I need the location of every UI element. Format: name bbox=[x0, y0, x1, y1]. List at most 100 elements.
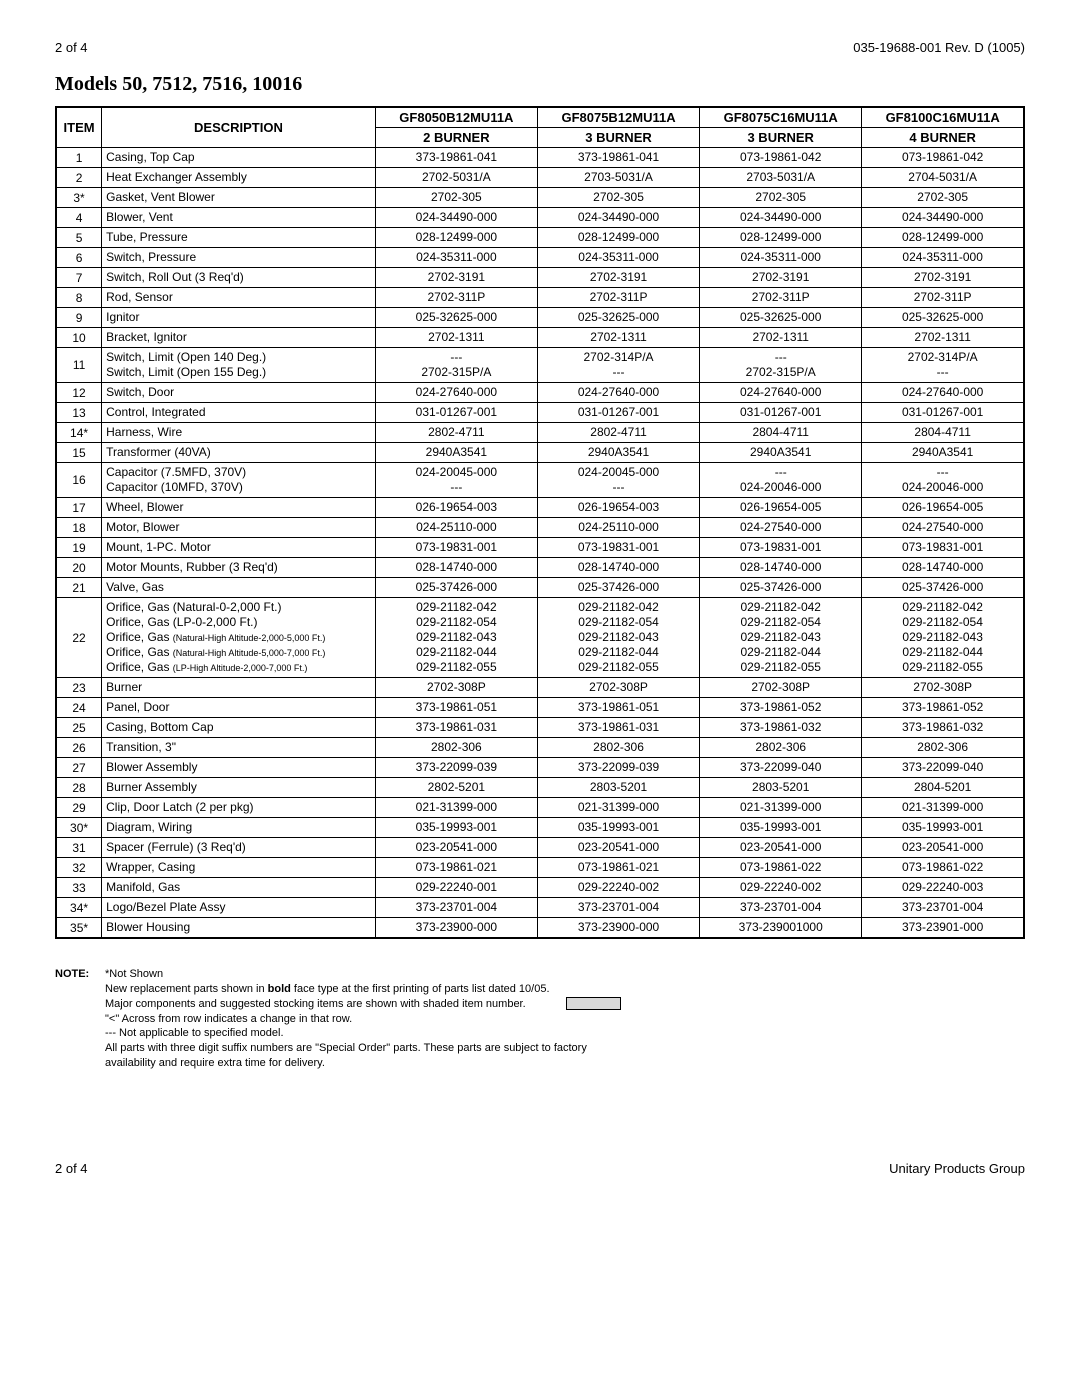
cell-partnumber: 031-01267-001 bbox=[375, 403, 537, 423]
cell-partnumber: 029-21182-042029-21182-054029-21182-0430… bbox=[700, 598, 862, 678]
cell-partnumber: 028-12499-000 bbox=[700, 228, 862, 248]
table-row: 21Valve, Gas025-37426-000025-37426-00002… bbox=[56, 578, 1024, 598]
cell-partnumber: 2702-311P bbox=[700, 288, 862, 308]
table-row: 18Motor, Blower024-25110-000024-25110-00… bbox=[56, 518, 1024, 538]
cell-partnumber: 029-22240-002 bbox=[537, 878, 699, 898]
cell-description: Harness, Wire bbox=[102, 423, 376, 443]
cell-item: 25 bbox=[56, 718, 102, 738]
cell-item: 11 bbox=[56, 348, 102, 383]
cell-item: 33 bbox=[56, 878, 102, 898]
cell-partnumber: 028-14740-000 bbox=[375, 558, 537, 578]
cell-partnumber: 2702-305 bbox=[537, 188, 699, 208]
cell-partnumber: 073-19861-042 bbox=[862, 148, 1024, 168]
note-line: --- Not applicable to specified model. bbox=[105, 1026, 1025, 1041]
cell-description: Panel, Door bbox=[102, 698, 376, 718]
table-row: 7Switch, Roll Out (3 Req'd)2702-31912702… bbox=[56, 268, 1024, 288]
cell-description: Wrapper, Casing bbox=[102, 858, 376, 878]
cell-partnumber: 024-27640-000 bbox=[700, 383, 862, 403]
cell-partnumber: 029-21182-042029-21182-054029-21182-0430… bbox=[862, 598, 1024, 678]
cell-partnumber: 373-19861-032 bbox=[862, 718, 1024, 738]
cell-partnumber: 373-19861-052 bbox=[700, 698, 862, 718]
cell-item: 35* bbox=[56, 918, 102, 939]
cell-item: 24 bbox=[56, 698, 102, 718]
table-row: 11Switch, Limit (Open 140 Deg.)Switch, L… bbox=[56, 348, 1024, 383]
cell-partnumber: 2804-5201 bbox=[862, 778, 1024, 798]
cell-partnumber: 021-31399-000 bbox=[375, 798, 537, 818]
cell-partnumber: 024-34490-000 bbox=[537, 208, 699, 228]
table-row: 35*Blower Housing373-23900-000373-23900-… bbox=[56, 918, 1024, 939]
cell-item: 9 bbox=[56, 308, 102, 328]
cell-partnumber: 023-20541-000 bbox=[700, 838, 862, 858]
cell-description: Switch, Limit (Open 140 Deg.)Switch, Lim… bbox=[102, 348, 376, 383]
header-burner-1: 3 BURNER bbox=[537, 128, 699, 148]
cell-partnumber: 373-22099-039 bbox=[375, 758, 537, 778]
cell-partnumber: 024-27640-000 bbox=[537, 383, 699, 403]
cell-description: Gasket, Vent Blower bbox=[102, 188, 376, 208]
cell-item: 4 bbox=[56, 208, 102, 228]
cell-partnumber: 026-19654-005 bbox=[700, 498, 862, 518]
shaded-swatch bbox=[566, 997, 621, 1010]
cell-description: Spacer (Ferrule) (3 Req'd) bbox=[102, 838, 376, 858]
cell-item: 19 bbox=[56, 538, 102, 558]
cell-partnumber: 2802-4711 bbox=[375, 423, 537, 443]
cell-item: 18 bbox=[56, 518, 102, 538]
cell-partnumber: 073-19831-001 bbox=[537, 538, 699, 558]
cell-partnumber: 073-19861-022 bbox=[862, 858, 1024, 878]
cell-partnumber: 373-239001000 bbox=[700, 918, 862, 939]
cell-partnumber: 2802-5201 bbox=[375, 778, 537, 798]
cell-partnumber: 373-19861-041 bbox=[537, 148, 699, 168]
cell-description: Tube, Pressure bbox=[102, 228, 376, 248]
cell-item: 31 bbox=[56, 838, 102, 858]
cell-partnumber: 024-34490-000 bbox=[375, 208, 537, 228]
header-burner-3: 4 BURNER bbox=[862, 128, 1024, 148]
cell-partnumber: 2702-3191 bbox=[537, 268, 699, 288]
table-row: 2Heat Exchanger Assembly2702-5031/A2703-… bbox=[56, 168, 1024, 188]
cell-description: Burner Assembly bbox=[102, 778, 376, 798]
cell-partnumber: 031-01267-001 bbox=[700, 403, 862, 423]
cell-description: Motor, Blower bbox=[102, 518, 376, 538]
cell-partnumber: 024-20045-000--- bbox=[375, 463, 537, 498]
cell-partnumber: 028-14740-000 bbox=[700, 558, 862, 578]
cell-partnumber: 025-32625-000 bbox=[537, 308, 699, 328]
table-row: 15Transformer (40VA)2940A35412940A354129… bbox=[56, 443, 1024, 463]
cell-partnumber: 073-19861-022 bbox=[700, 858, 862, 878]
cell-partnumber: 373-19861-051 bbox=[375, 698, 537, 718]
cell-description: Capacitor (7.5MFD, 370V)Capacitor (10MFD… bbox=[102, 463, 376, 498]
table-row: 26Transition, 3"2802-3062802-3062802-306… bbox=[56, 738, 1024, 758]
note-line: Major components and suggested stocking … bbox=[105, 997, 1025, 1012]
cell-item: 3* bbox=[56, 188, 102, 208]
cell-partnumber: 2803-5201 bbox=[700, 778, 862, 798]
cell-item: 15 bbox=[56, 443, 102, 463]
page-header: 2 of 4 035-19688-001 Rev. D (1005) bbox=[55, 40, 1025, 55]
cell-partnumber: 2703-5031/A bbox=[700, 168, 862, 188]
cell-item: 17 bbox=[56, 498, 102, 518]
cell-partnumber: 373-23701-004 bbox=[537, 898, 699, 918]
header-burner-0: 2 BURNER bbox=[375, 128, 537, 148]
cell-item: 10 bbox=[56, 328, 102, 348]
table-row: 32Wrapper, Casing073-19861-021073-19861-… bbox=[56, 858, 1024, 878]
table-row: 34*Logo/Bezel Plate Assy373-23701-004373… bbox=[56, 898, 1024, 918]
cell-partnumber: 373-19861-032 bbox=[700, 718, 862, 738]
cell-partnumber: ---2702-315P/A bbox=[700, 348, 862, 383]
cell-partnumber: 373-19861-031 bbox=[375, 718, 537, 738]
cell-item: 21 bbox=[56, 578, 102, 598]
cell-partnumber: 024-35311-000 bbox=[862, 248, 1024, 268]
cell-description: Rod, Sensor bbox=[102, 288, 376, 308]
cell-item: 22 bbox=[56, 598, 102, 678]
table-row: 4Blower, Vent024-34490-000024-34490-0000… bbox=[56, 208, 1024, 228]
cell-partnumber: 2702-5031/A bbox=[375, 168, 537, 188]
cell-partnumber: 2940A3541 bbox=[375, 443, 537, 463]
cell-item: 8 bbox=[56, 288, 102, 308]
cell-partnumber: 025-37426-000 bbox=[537, 578, 699, 598]
cell-item: 23 bbox=[56, 678, 102, 698]
cell-partnumber: 028-14740-000 bbox=[537, 558, 699, 578]
cell-partnumber: 024-25110-000 bbox=[375, 518, 537, 538]
table-row: 5Tube, Pressure028-12499-000028-12499-00… bbox=[56, 228, 1024, 248]
cell-item: 13 bbox=[56, 403, 102, 423]
cell-description: Blower, Vent bbox=[102, 208, 376, 228]
cell-partnumber: 073-19861-042 bbox=[700, 148, 862, 168]
table-row: 22Orifice, Gas (Natural-0-2,000 Ft.)Orif… bbox=[56, 598, 1024, 678]
cell-partnumber: 024-35311-000 bbox=[700, 248, 862, 268]
parts-table-body: 1Casing, Top Cap373-19861-041373-19861-0… bbox=[56, 148, 1024, 939]
table-row: 19Mount, 1-PC. Motor073-19831-001073-198… bbox=[56, 538, 1024, 558]
